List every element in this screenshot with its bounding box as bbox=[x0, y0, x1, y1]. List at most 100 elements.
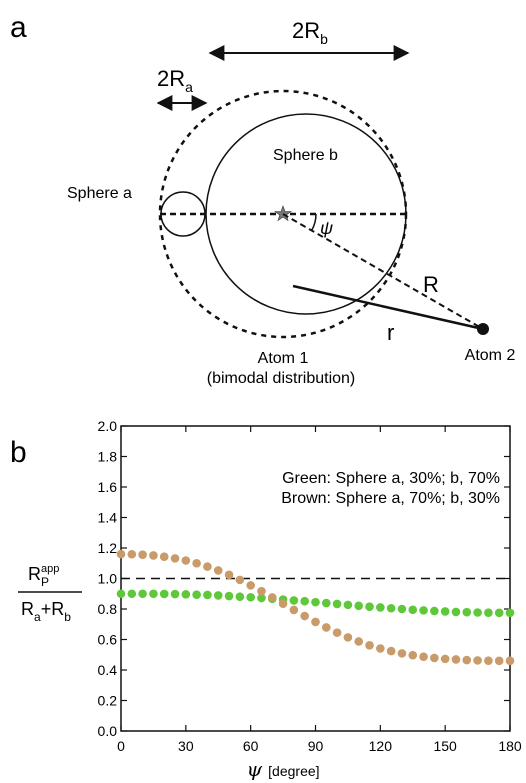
data-point-brown bbox=[267, 593, 277, 602]
data-point-brown bbox=[311, 617, 320, 627]
legend-brown: Brown: Sphere a, 70%; b, 30% bbox=[281, 490, 500, 507]
small-r-line bbox=[292, 284, 484, 331]
x-tick-label: 180 bbox=[498, 738, 522, 754]
atom-1-label: Atom 1 bbox=[258, 350, 309, 367]
panel-a: a 2Rb 2Ra Sphere a Sphere b ψ R r Atom 1… bbox=[10, 11, 515, 387]
data-point-green bbox=[322, 598, 331, 608]
y-tick-label: 1.2 bbox=[98, 540, 118, 556]
y-tick-label: 1.4 bbox=[98, 510, 118, 526]
data-point-brown bbox=[203, 562, 212, 571]
atom-2-dot bbox=[477, 323, 489, 335]
data-point-green bbox=[138, 589, 147, 599]
sphere-a-label: Sphere a bbox=[67, 185, 132, 202]
x-axis-label: ψ [degree] bbox=[246, 757, 319, 781]
data-point-green bbox=[311, 597, 320, 607]
x-tick-label: 120 bbox=[369, 738, 393, 754]
psi-label: ψ bbox=[320, 218, 333, 238]
data-point-brown bbox=[181, 556, 191, 565]
data-point-brown bbox=[430, 653, 439, 663]
two-ra-label: 2Ra bbox=[157, 66, 193, 95]
y-tick-label: 2.0 bbox=[98, 418, 118, 434]
data-point-green bbox=[365, 602, 374, 612]
data-point-green bbox=[332, 599, 342, 609]
data-point-brown bbox=[376, 644, 385, 653]
two-rb-label: 2Rb bbox=[292, 18, 328, 47]
data-point-green bbox=[127, 589, 137, 599]
data-point-green bbox=[397, 604, 407, 614]
data-point-green bbox=[224, 591, 234, 601]
data-point-brown bbox=[505, 656, 515, 666]
data-point-brown bbox=[257, 586, 266, 596]
plot-area: 0.0 0.2 0.4 0.6 0.8 1.0 1.2 1.4 1.6 1.8 2.0 0 30 60 90… bbox=[98, 418, 522, 754]
data-point-green bbox=[289, 596, 299, 605]
data-point-green bbox=[484, 608, 493, 617]
data-point-green bbox=[440, 607, 450, 616]
data-point-green bbox=[300, 596, 309, 606]
data-point-brown bbox=[246, 581, 255, 590]
data-point-green bbox=[246, 592, 255, 602]
data-point-green bbox=[159, 589, 169, 599]
data-point-brown bbox=[473, 656, 482, 665]
atom-2-label: Atom 2 bbox=[465, 347, 516, 364]
data-point-brown bbox=[278, 599, 288, 608]
legend-green: Green: Sphere a, 30%; b, 70% bbox=[282, 470, 500, 487]
sphere-b-label: Sphere b bbox=[273, 147, 338, 164]
x-tick-label: 60 bbox=[243, 738, 259, 754]
data-point-brown bbox=[235, 575, 245, 585]
data-point-brown bbox=[440, 654, 450, 664]
y-tick-label: 0.2 bbox=[98, 693, 118, 709]
data-point-brown bbox=[224, 570, 234, 580]
data-point-green bbox=[451, 607, 461, 617]
data-point-brown bbox=[462, 655, 472, 665]
data-point-green bbox=[149, 589, 158, 599]
data-point-green bbox=[376, 603, 385, 612]
atom-1-sublabel: (bimodal distribution) bbox=[207, 370, 356, 387]
y-tick-label: 1.0 bbox=[98, 571, 118, 587]
data-point-brown bbox=[354, 637, 364, 646]
data-point-brown bbox=[494, 656, 504, 666]
y-tick-label: 0.8 bbox=[98, 601, 118, 617]
data-point-brown bbox=[386, 646, 396, 656]
y-tick-label: 0.6 bbox=[98, 632, 118, 648]
r-vector-dashed-line bbox=[282, 213, 484, 330]
data-point-green bbox=[430, 606, 439, 616]
data-point-brown bbox=[484, 656, 493, 665]
data-point-brown bbox=[332, 628, 342, 637]
data-point-green bbox=[408, 605, 418, 615]
data-point-brown bbox=[127, 549, 137, 559]
data-point-brown bbox=[365, 640, 374, 650]
y-tick-label: 1.6 bbox=[98, 479, 118, 495]
data-point-green bbox=[181, 590, 191, 599]
psi-angle-arc bbox=[310, 213, 317, 231]
data-point-brown bbox=[343, 633, 353, 642]
data-point-brown bbox=[116, 549, 126, 559]
x-tick-label: 150 bbox=[433, 738, 457, 754]
data-point-green bbox=[462, 607, 472, 617]
data-point-brown bbox=[408, 650, 418, 660]
data-point-green bbox=[505, 608, 515, 618]
data-point-brown bbox=[149, 551, 158, 560]
center-star-icon bbox=[274, 205, 292, 222]
data-point-green bbox=[494, 608, 504, 618]
data-point-green bbox=[203, 590, 212, 600]
y-tick-label: 0.4 bbox=[98, 662, 118, 678]
data-point-brown bbox=[397, 649, 407, 658]
data-point-brown bbox=[170, 554, 180, 563]
data-point-brown bbox=[451, 655, 461, 664]
data-point-green bbox=[170, 589, 180, 599]
data-point-green bbox=[257, 593, 266, 603]
ylabel-numerator: RPapp bbox=[28, 563, 59, 589]
data-point-brown bbox=[192, 558, 201, 568]
panel-a-label: a bbox=[10, 11, 27, 44]
panel-b-label: b bbox=[10, 436, 27, 469]
data-point-brown bbox=[419, 652, 428, 662]
data-point-green bbox=[419, 606, 428, 615]
x-tick-label: 90 bbox=[308, 738, 324, 754]
x-tick-label: 30 bbox=[178, 738, 194, 754]
y-tick-label: 1.8 bbox=[98, 449, 118, 465]
data-point-brown bbox=[289, 605, 299, 615]
panel-b: b RPapp Ra+Rb 0.0 0.2 0.4 0.6 0.8 1.0 1.2 1.4 1.… bbox=[10, 418, 522, 781]
data-point-brown bbox=[300, 611, 309, 621]
data-point-green bbox=[192, 590, 201, 599]
